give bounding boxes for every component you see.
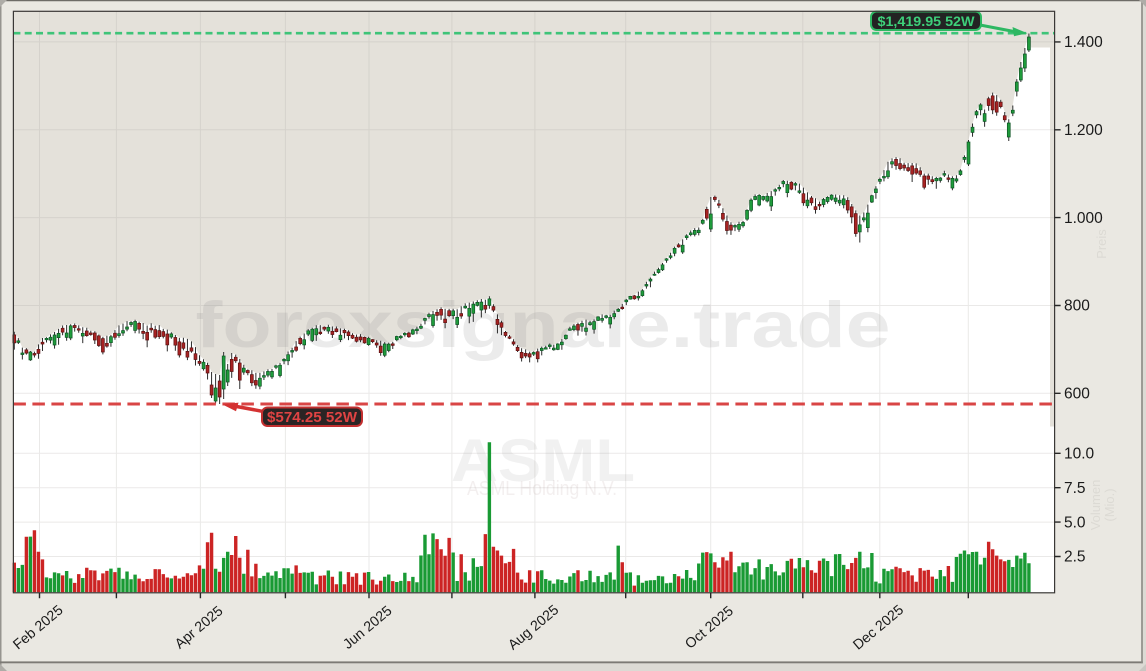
svg-text:(Mio.): (Mio.) [1102, 488, 1117, 521]
svg-text:2.5: 2.5 [1064, 549, 1086, 566]
svg-text:7.5: 7.5 [1064, 480, 1086, 497]
svg-text:Preis: Preis [1094, 229, 1109, 259]
svg-text:1.000: 1.000 [1064, 210, 1103, 227]
svg-text:ASML Holding N.V.: ASML Holding N.V. [467, 478, 617, 500]
svg-text:5.0: 5.0 [1064, 514, 1086, 531]
svg-text:10.0: 10.0 [1064, 446, 1095, 463]
svg-text:$574.25 52W: $574.25 52W [267, 410, 357, 426]
svg-text:Volumen: Volumen [1088, 480, 1103, 531]
svg-text:600: 600 [1064, 386, 1090, 403]
svg-text:800: 800 [1064, 298, 1090, 315]
svg-text:1.200: 1.200 [1064, 122, 1103, 139]
svg-text:1.400: 1.400 [1064, 34, 1103, 51]
svg-text:$1,419.95 52W: $1,419.95 52W [878, 14, 976, 30]
svg-text:ASML: ASML [451, 427, 635, 494]
